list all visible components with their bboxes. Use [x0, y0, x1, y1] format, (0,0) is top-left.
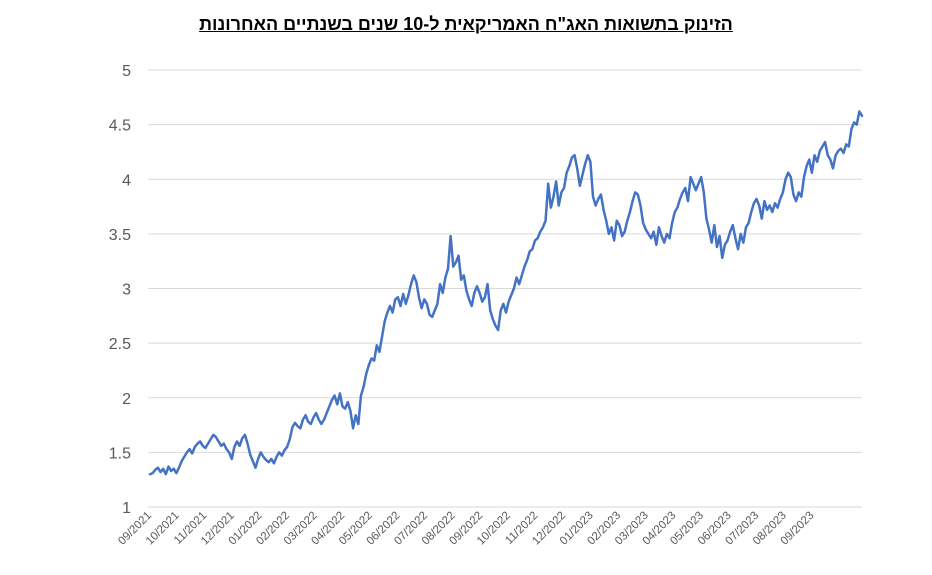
- y-tick-label: 4.5: [109, 118, 131, 135]
- y-tick-label: 3: [122, 282, 131, 299]
- y-axis: 1 1.5 2 2.5 3 3.5 4 4.5 5: [109, 63, 131, 517]
- y-tick-label: 3.5: [109, 227, 131, 244]
- y-tick-label: 1: [122, 500, 131, 517]
- y-tick-label: 1.5: [109, 445, 131, 462]
- y-tick-label: 4: [122, 172, 131, 189]
- y-tick-label: 2.5: [109, 336, 131, 353]
- gridlines: [148, 69, 862, 508]
- series-line: [148, 110, 864, 476]
- chart-title: הזינוק בתשואות האג"ח האמריקאית ל-10 שנים…: [199, 14, 733, 34]
- y-tick-label: 2: [122, 391, 131, 408]
- x-axis: 09/202110/202111/202112/202101/202202/20…: [116, 510, 816, 548]
- series-group: [148, 110, 864, 476]
- y-tick-label: 5: [122, 63, 131, 80]
